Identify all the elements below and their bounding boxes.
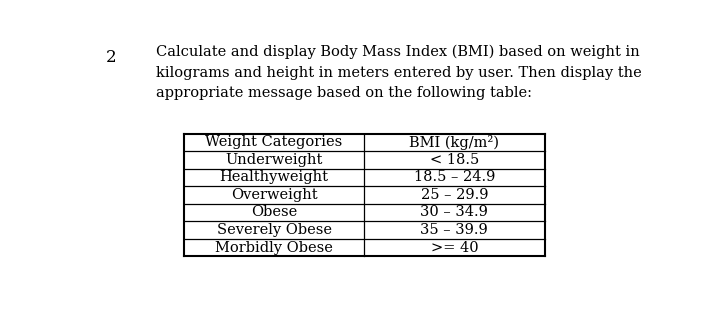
Text: Calculate and display Body Mass Index (BMI) based on weight in
kilograms and hei: Calculate and display Body Mass Index (B… <box>156 45 642 100</box>
Text: BMI (kg/m²): BMI (kg/m²) <box>410 135 499 150</box>
Text: < 18.5: < 18.5 <box>430 153 479 167</box>
Text: 25 – 29.9: 25 – 29.9 <box>420 188 488 202</box>
Text: Weight Categories: Weight Categories <box>205 135 343 149</box>
Text: Obese: Obese <box>251 206 297 219</box>
Text: 2: 2 <box>106 49 117 66</box>
Text: 18.5 – 24.9: 18.5 – 24.9 <box>414 170 495 184</box>
Text: Severely Obese: Severely Obese <box>216 223 332 237</box>
Text: 30 – 34.9: 30 – 34.9 <box>420 206 488 219</box>
Text: Overweight: Overweight <box>231 188 317 202</box>
Text: Underweight: Underweight <box>226 153 323 167</box>
Text: Healthyweight: Healthyweight <box>220 170 329 184</box>
Text: 35 – 39.9: 35 – 39.9 <box>420 223 488 237</box>
Text: >= 40: >= 40 <box>430 241 478 255</box>
Text: Morbidly Obese: Morbidly Obese <box>215 241 333 255</box>
